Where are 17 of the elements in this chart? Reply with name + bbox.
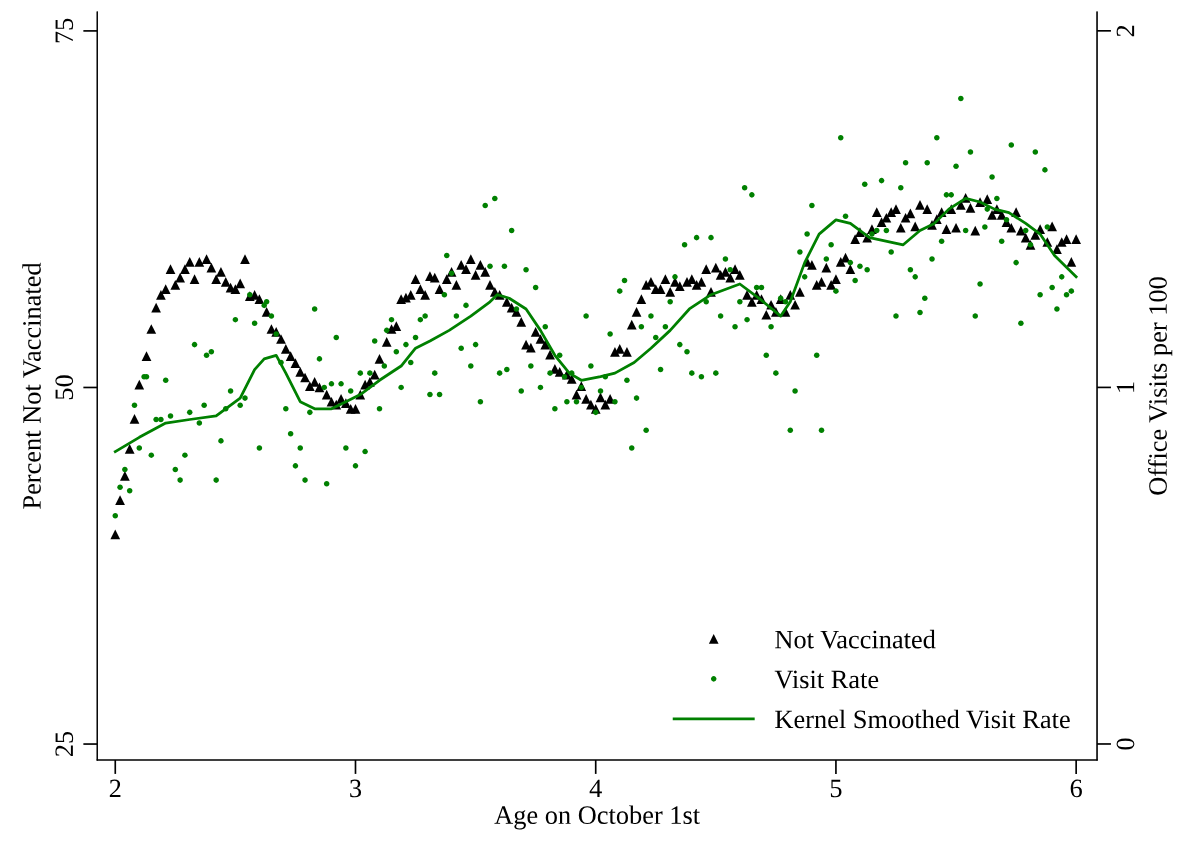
y2-tick-label: 0: [1116, 738, 1135, 750]
x-axis-title: Age on October 1st: [494, 805, 700, 830]
legend-label: Kernel Smoothed Visit Rate: [775, 709, 1070, 729]
x-tick-label: 6: [1070, 779, 1082, 798]
x-tick-label: 5: [830, 779, 842, 798]
y-tick-label: 50: [55, 375, 74, 400]
y2-tick-label: 1: [1116, 382, 1135, 392]
y-axis-title: Percent Not Vaccinated: [22, 262, 42, 509]
y-tick-label: 75: [55, 18, 74, 43]
x-tick-label: 3: [350, 779, 362, 798]
y-tick-label: 25: [55, 731, 74, 757]
legend-label: Visit Rate: [774, 670, 879, 689]
y2-axis-title: Office Visits per 100: [1148, 277, 1173, 495]
legend-label: Not Vaccinated: [775, 629, 936, 649]
x-tick-label: 2: [109, 779, 121, 798]
y2-tick-label: 2: [1116, 25, 1135, 37]
x-tick-label: 4: [589, 779, 602, 798]
